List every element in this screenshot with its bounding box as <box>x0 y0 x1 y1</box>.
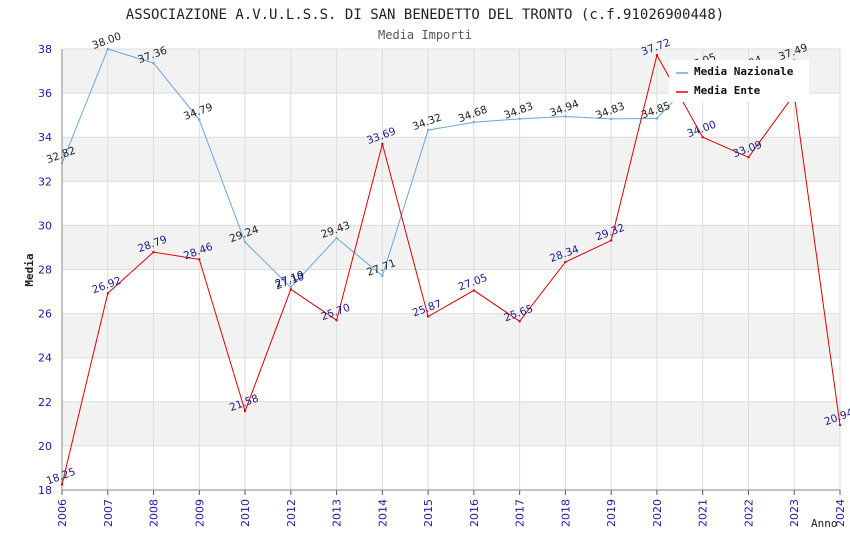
series-layer <box>60 47 842 486</box>
data-point-media-ente <box>564 260 567 264</box>
x-tick-label: 2020 <box>651 499 664 527</box>
data-point-media-ente <box>747 156 750 159</box>
plot-band <box>62 401 840 446</box>
data-point-media-nazionale <box>289 286 293 289</box>
y-tick-label: 38 <box>38 43 52 56</box>
gridlines <box>61 48 841 491</box>
x-tick-label: 2009 <box>193 499 206 527</box>
x-tick-label: 2023 <box>788 499 801 527</box>
y-tick-label: 20 <box>38 440 52 453</box>
data-point-media-ente <box>198 258 201 261</box>
y-tick-label: 26 <box>38 308 52 321</box>
data-point-media-nazionale <box>60 162 64 165</box>
data-point-media-nazionale <box>381 274 384 278</box>
x-tick-label: 2021 <box>697 499 710 527</box>
y-tick-label: 34 <box>38 131 52 144</box>
x-tick-label: 2007 <box>102 499 115 527</box>
x-tick-label: 2017 <box>514 499 527 527</box>
data-point-media-nazionale <box>472 121 476 124</box>
legend-label-media-ente: Media Ente <box>694 84 761 97</box>
y-tick-label: 22 <box>38 396 52 409</box>
legend-label-media-nazionale: Media Nazionale <box>694 65 794 78</box>
plot-band <box>62 137 840 182</box>
x-tick-label: 2008 <box>148 499 161 527</box>
y-tick-label: 32 <box>38 175 52 188</box>
chart-subtitle: Media Importi <box>378 28 472 42</box>
x-tick-label: 2013 <box>331 499 344 527</box>
x-tick-label: 2019 <box>605 499 618 527</box>
data-point-media-ente <box>655 53 659 57</box>
data-point-media-nazionale <box>655 117 659 120</box>
x-tick-label: 2016 <box>468 499 481 527</box>
x-tick-label: 2018 <box>559 499 572 527</box>
y-tick-label: 36 <box>38 87 52 100</box>
data-point-media-ente <box>518 320 521 323</box>
data-point-media-nazionale <box>198 118 201 121</box>
data-point-media-ente <box>289 288 293 291</box>
x-tick-label: 2014 <box>376 499 389 527</box>
x-tick-label: 2024 <box>834 499 847 527</box>
data-point-media-ente <box>381 142 384 146</box>
data-point-media-ente <box>609 239 613 242</box>
data-point-media-nazionale <box>243 240 247 244</box>
y-tick-label: 28 <box>38 264 52 277</box>
data-point-media-nazionale <box>426 128 430 132</box>
data-point-media-ente <box>243 409 247 413</box>
plot-band <box>62 225 840 270</box>
x-tick-label: 2012 <box>285 499 298 527</box>
x-axis-label: Anno <box>811 517 838 530</box>
y-axis-label: Media <box>23 253 36 286</box>
data-point-media-ente <box>426 315 430 318</box>
y-tick-label: 24 <box>38 352 52 365</box>
data-point-media-ente <box>152 250 155 254</box>
data-point-media-nazionale <box>518 117 521 121</box>
data-point-media-nazionale <box>564 115 567 118</box>
data-point-media-ente <box>60 483 64 486</box>
x-tick-label: 2006 <box>56 499 69 527</box>
y-tick-label: 30 <box>38 219 52 232</box>
data-point-media-ente <box>472 289 476 292</box>
series-line-media-ente <box>61 53 841 485</box>
plot-band <box>62 313 840 358</box>
x-tick-label: 2010 <box>239 499 252 527</box>
x-tick-label: 2015 <box>422 499 435 527</box>
data-point-media-nazionale <box>106 47 109 51</box>
chart-title: ASSOCIAZIONE A.V.U.L.S.S. DI SAN BENEDET… <box>126 7 724 23</box>
data-point-media-nazionale <box>335 236 338 240</box>
data-point-media-ente <box>335 319 338 322</box>
data-point-media-nazionale <box>609 117 613 121</box>
data-point-media-nazionale <box>152 61 155 65</box>
legend-background <box>669 60 809 102</box>
x-tick-label: 2022 <box>742 499 755 527</box>
data-point-media-ente <box>701 136 704 139</box>
legend: Media Nazionale Media Ente <box>669 60 809 102</box>
data-point-media-ente <box>106 292 109 295</box>
y-tick-label: 18 <box>38 484 52 497</box>
data-point-media-ente <box>838 423 842 427</box>
